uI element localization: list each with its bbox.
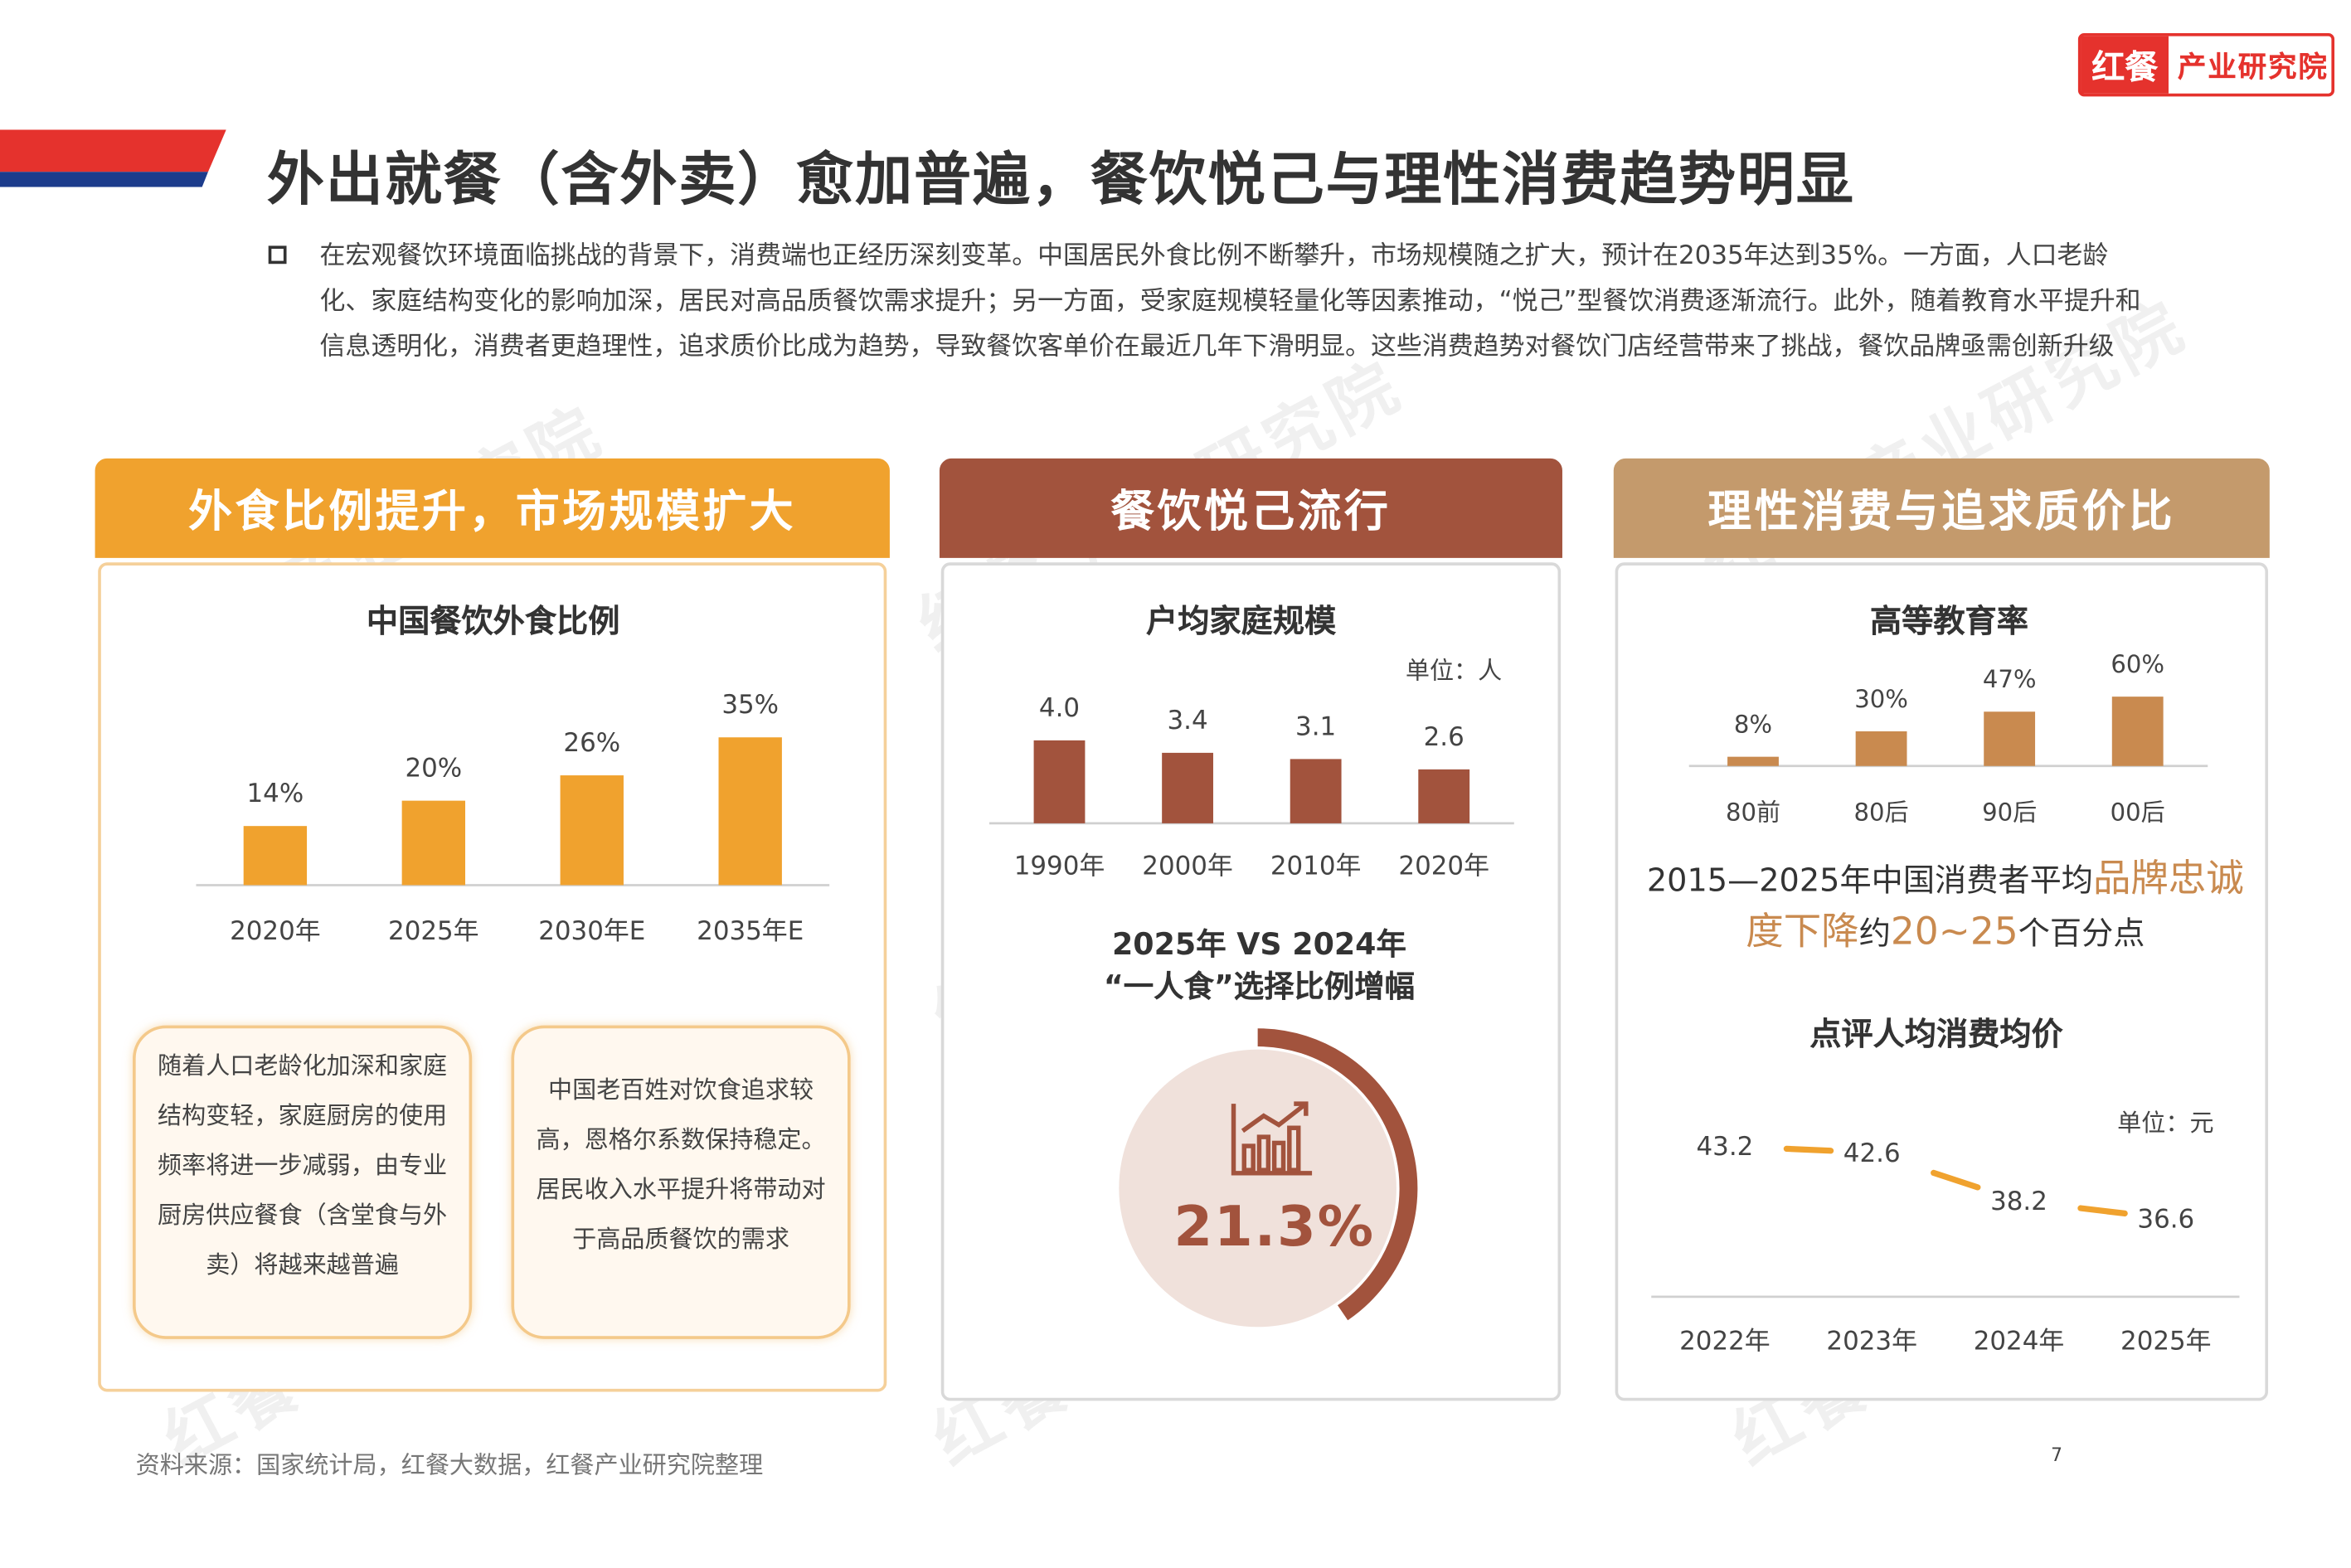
data-label: 30% <box>1854 685 1908 713</box>
data-label: 35% <box>721 690 779 720</box>
x-tick-label: 80前 <box>1726 798 1780 826</box>
intro-paragraph: 在宏观餐饮环境面临挑战的背景下，消费端也正经历深刻变革。中国居民外食比例不断攀升… <box>319 240 2141 362</box>
bar <box>1033 740 1086 823</box>
data-label: 4.0 <box>1039 693 1080 723</box>
x-tick-label: 2025年 <box>388 916 479 946</box>
x-tick-label: 2020年 <box>1398 852 1489 881</box>
x-tick-label: 2023年 <box>1826 1327 1917 1357</box>
data-label: 38.2 <box>1990 1187 2047 1216</box>
unit-label-yuan: 单位：元 <box>2117 1108 2214 1138</box>
chart-household-size: 4.0 1990年 3.4 2000年 3.1 2010年 2.6 2020年 <box>988 693 1514 881</box>
page-number: 7 <box>2051 1444 2063 1466</box>
bar <box>1290 759 1342 823</box>
loyalty-text-part2: 约 <box>1858 915 1891 952</box>
chart-oneman-gauge <box>1119 1028 1418 1328</box>
panel-header-left: 外食比例提升，市场规模扩大 <box>95 458 890 558</box>
loyalty-highlight-decline: 品牌忠诚度下降 <box>1746 856 2244 954</box>
data-label: 42.6 <box>1843 1138 1901 1168</box>
bar <box>1855 731 1907 766</box>
bar <box>401 800 466 886</box>
bar-chart-growth-icon <box>1231 1101 1313 1176</box>
x-tick-label: 90后 <box>1982 798 2037 826</box>
oneman-growth-value: 21.3% <box>1173 1194 1375 1260</box>
data-label: 3.4 <box>1167 706 1207 735</box>
chart-title-education: 高等教育率 <box>1869 603 2028 640</box>
bar <box>1162 752 1213 823</box>
bullet-square-icon <box>268 245 287 265</box>
x-tick-label: 2025年 <box>2120 1327 2212 1357</box>
bar <box>243 826 308 886</box>
data-label: 47% <box>1983 665 2037 693</box>
data-label: 2.6 <box>1424 722 1465 752</box>
x-tick-label: 2000年 <box>1142 852 1233 881</box>
chart-title-avg-spend: 点评人均消费均价 <box>1809 1016 2063 1053</box>
oneman-heading-line1: 2025年 VS 2024年 <box>1112 925 1406 963</box>
bar <box>2111 697 2164 766</box>
series-line <box>1783 1145 1834 1154</box>
panel-header-right: 理性消费与追求质价比 <box>1613 458 2270 558</box>
chart-title-dining-out: 中国餐饮外食比例 <box>366 603 620 640</box>
loyalty-text-part1: 2015—2025年中国消费者平均 <box>1646 862 2093 899</box>
oneman-heading: 2025年 VS 2024年 “一人食”选择比例增幅 <box>965 923 1553 1007</box>
chart-higher-education: 8% 80前 30% 80后 47% 90后 60% 00后 <box>1688 650 2208 826</box>
source-note: 资料来源：国家统计局，红餐大数据，红餐产业研究院整理 <box>135 1450 764 1479</box>
x-tick-label: 2020年 <box>230 916 321 946</box>
series-line <box>2077 1205 2128 1217</box>
x-tick-label: 80后 <box>1854 798 1909 826</box>
bar <box>1984 711 2036 766</box>
bar <box>560 775 624 886</box>
chart-title-household-size: 户均家庭规模 <box>1146 603 1337 640</box>
note-aging-population: 随着人口老龄化加深和家庭结构变轻，家庭厨房的使用频率将进一步减弱，由专业厨房供应… <box>133 1025 473 1339</box>
x-tick-label: 2022年 <box>1679 1327 1771 1357</box>
loyalty-text-part3: 个百分点 <box>2018 915 2145 952</box>
gauge-arc <box>1257 1028 1418 1321</box>
data-label: 36.6 <box>2137 1204 2194 1234</box>
data-label: 8% <box>1734 711 1772 739</box>
x-tick-label: 2024年 <box>1974 1327 2065 1357</box>
bar <box>1418 769 1470 823</box>
data-label: 20% <box>405 754 462 784</box>
bar <box>1727 756 1779 766</box>
brand-logo-mark: 红餐 <box>2081 36 2169 94</box>
title-accent-stripe <box>0 129 226 187</box>
oneman-heading-line2: “一人食”选择比例增幅 <box>1103 968 1416 1005</box>
panel-header-middle: 餐饮悦己流行 <box>939 458 1562 558</box>
unit-label-persons: 单位：人 <box>1405 656 1503 685</box>
data-label: 43.2 <box>1696 1132 1753 1162</box>
loyalty-highlight-range: 20~25 <box>1890 909 2018 954</box>
chart-avg-spend: 43.2 2022年 42.6 2023年 38.2 2024年 36.6 2025年 <box>1651 1132 2240 1357</box>
series-line <box>1931 1169 1981 1191</box>
data-label: 26% <box>563 728 620 758</box>
brand-logo-text: 产业研究院 <box>2177 50 2329 84</box>
brand-loyalty-statement: 2015—2025年中国消费者平均品牌忠诚度下降约20~25个百分点 <box>1644 853 2247 959</box>
x-tick-label: 2035年E <box>697 916 804 946</box>
x-tick-label: 00后 <box>2111 798 2165 826</box>
note-income-growth: 中国老百姓对饮食追求较高，恩格尔系数保持稳定。居民收入水平提升将带动对于高品质餐… <box>511 1025 851 1339</box>
data-label: 3.1 <box>1295 711 1336 741</box>
page-title: 外出就餐（含外卖）愈加普遍，餐饮悦己与理性消费趋势明显 <box>266 146 1855 213</box>
x-tick-label: 2030年E <box>538 916 645 946</box>
x-tick-label: 2010年 <box>1270 852 1362 881</box>
bar <box>718 737 782 886</box>
x-tick-label: 1990年 <box>1014 852 1105 881</box>
chart-dining-out: 14% 2020年 20% 2025年 26% 2030年E 35% 2035年E <box>196 690 830 946</box>
data-label: 60% <box>2111 650 2164 678</box>
data-label: 14% <box>247 779 304 808</box>
brand-logo: 红餐 产业研究院 <box>2077 33 2335 97</box>
